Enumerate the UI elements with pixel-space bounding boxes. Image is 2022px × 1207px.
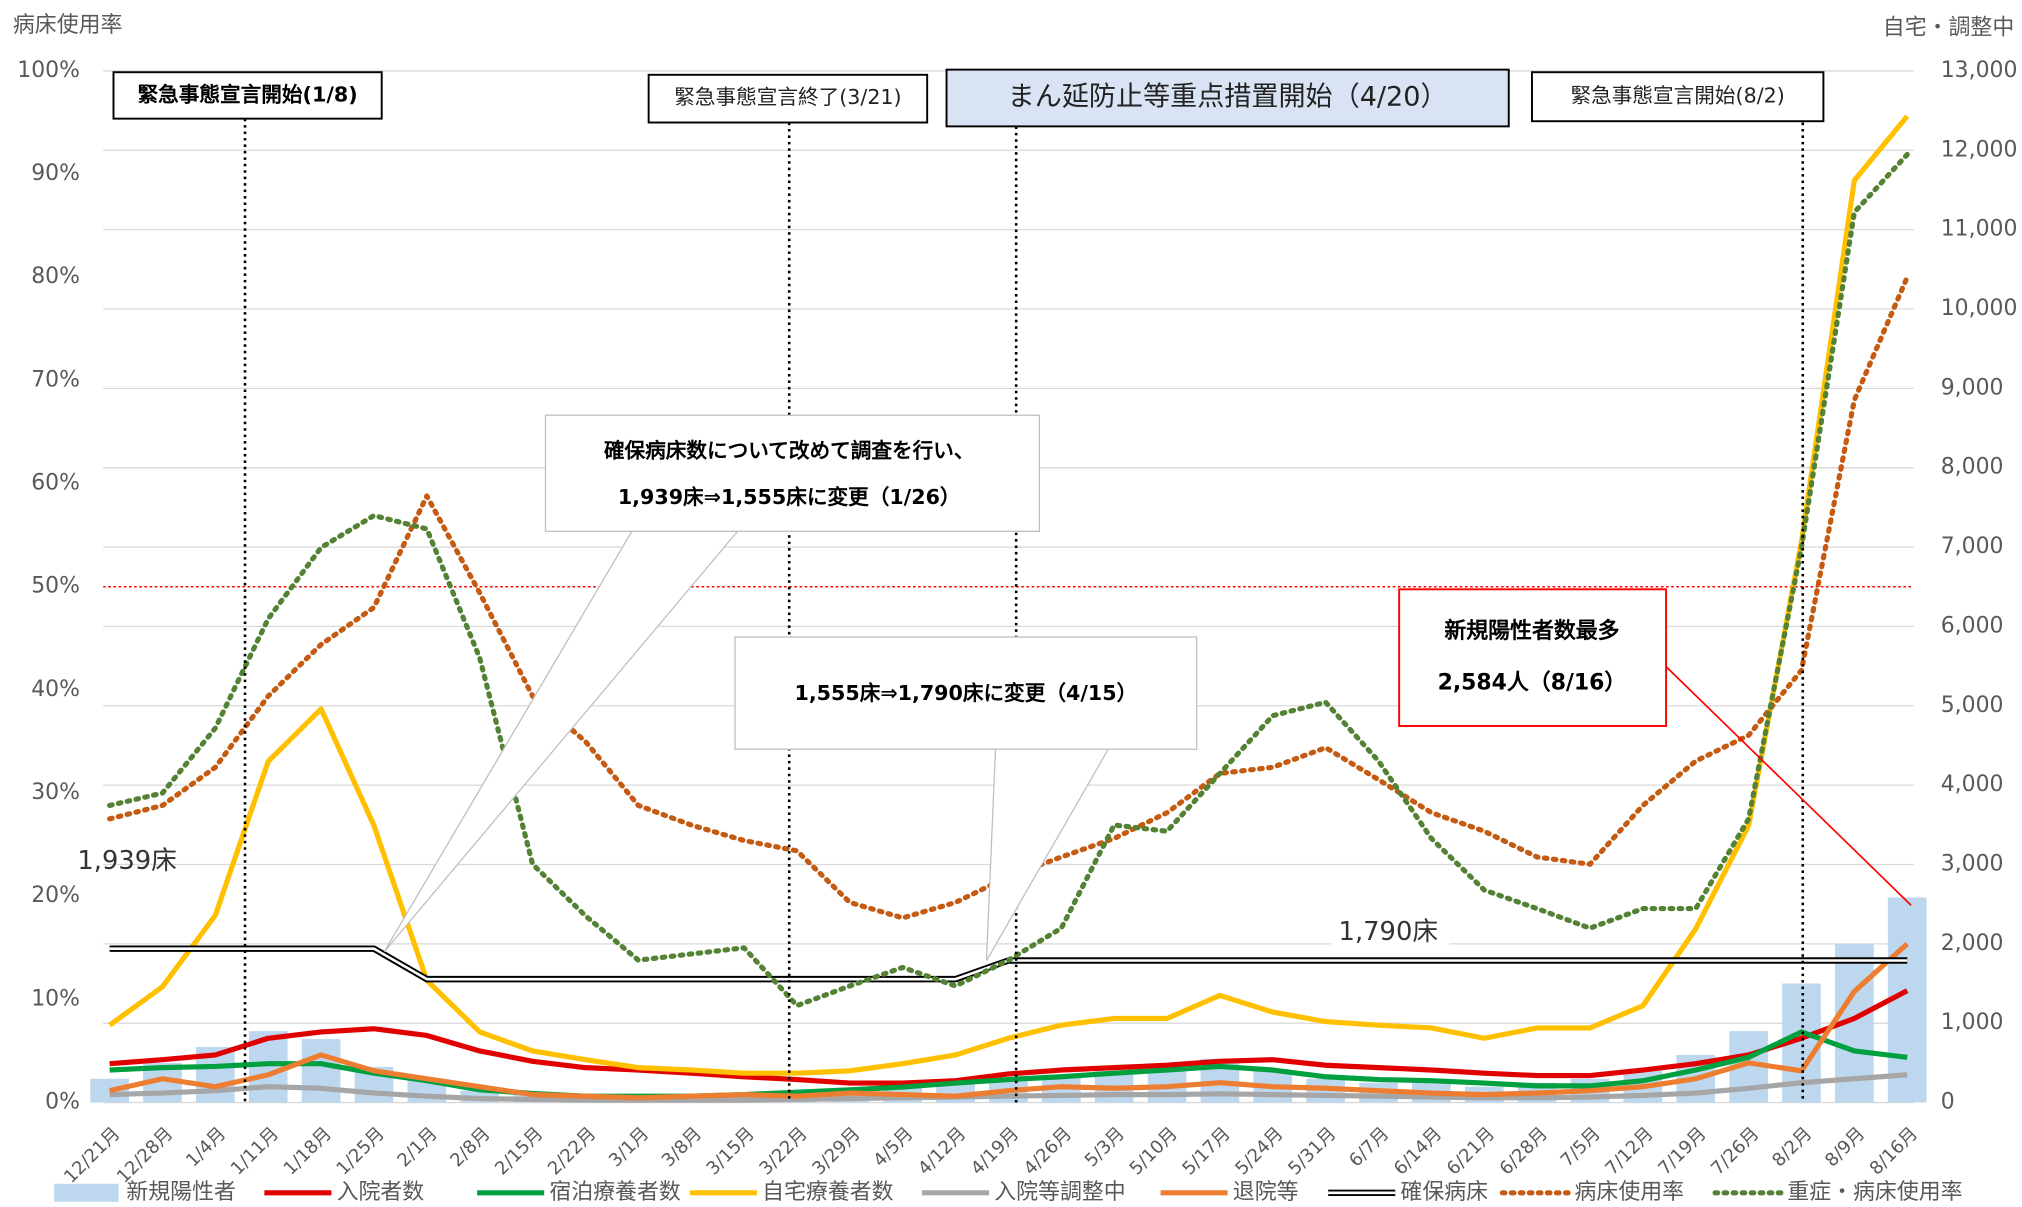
legend-label: 病床使用率 bbox=[1575, 1180, 1685, 1205]
series-line bbox=[109, 941, 1909, 1101]
series-line bbox=[109, 1072, 1908, 1103]
legend-label: 宿泊療養者数 bbox=[549, 1180, 681, 1205]
y-tick-label: 20% bbox=[31, 883, 80, 908]
y2-tick-label: 10,000 bbox=[1941, 296, 2018, 321]
y-tick-label: 0% bbox=[45, 1090, 80, 1115]
y2-axis-title: 自宅・調整中 bbox=[1883, 15, 2014, 40]
y-tick-label: 80% bbox=[31, 264, 80, 289]
legend-label: 重症・病床使用率 bbox=[1787, 1180, 1962, 1205]
y-tick-label: 10% bbox=[31, 986, 80, 1011]
lines bbox=[107, 114, 1910, 1103]
y-tick-label: 70% bbox=[31, 367, 80, 392]
event-label: 緊急事態宣言終了(3/21) bbox=[674, 85, 901, 109]
y2-tick-label: 5,000 bbox=[1941, 693, 2004, 718]
beds-label: 1,939床 bbox=[77, 846, 177, 876]
bar bbox=[301, 1039, 341, 1103]
callout-box bbox=[544, 414, 1041, 532]
y2-tick-label: 7,000 bbox=[1941, 534, 2004, 559]
legend-label: 確保病床 bbox=[1400, 1180, 1488, 1205]
annotations: 緊急事態宣言開始(1/8) 緊急事態宣言終了(3/21) まん延防止等重点措置開… bbox=[77, 68, 1912, 962]
y-tick-label: 50% bbox=[31, 574, 80, 599]
event-box bbox=[1531, 71, 1825, 123]
series-line bbox=[107, 151, 1910, 1009]
y2-tick-label: 4,000 bbox=[1941, 772, 2004, 797]
legend-label: 自宅療養者数 bbox=[762, 1180, 894, 1205]
max-pointer bbox=[1662, 663, 1912, 906]
y2-tick-label: 11,000 bbox=[1941, 217, 2018, 242]
y-tick-label: 60% bbox=[31, 471, 80, 496]
series-line bbox=[108, 114, 1910, 1076]
y-tick-label: 30% bbox=[31, 780, 80, 805]
legend: 新規陽性者 入院者数 宿泊療養者数 自宅療養者数 入院等調整中 退院等 確保病床 病床使用率 重… bbox=[54, 1180, 1963, 1205]
legend-label: 新規陽性者 bbox=[126, 1180, 236, 1205]
y2-tick-label: 8,000 bbox=[1941, 455, 2004, 480]
y-tick-label: 90% bbox=[31, 161, 80, 186]
y2-tick-label: 2,000 bbox=[1941, 931, 2004, 956]
callout-text: 1,555床⇒1,790床に変更（4/15） bbox=[794, 681, 1137, 705]
max-box bbox=[1398, 588, 1668, 727]
series-line bbox=[109, 988, 1909, 1086]
y2-tick-label: 12,000 bbox=[1941, 137, 2018, 162]
legend-label: 退院等 bbox=[1233, 1180, 1299, 1205]
event-box bbox=[647, 73, 929, 124]
y2-tick-label: 13,000 bbox=[1941, 58, 2018, 83]
event-lines bbox=[243, 118, 1805, 1103]
event-label: まん延防止等重点措置開始（4/20） bbox=[1008, 82, 1448, 113]
event-box bbox=[112, 71, 383, 120]
y-axis-title: 病床使用率 bbox=[13, 13, 123, 38]
legend-swatch bbox=[54, 1183, 119, 1202]
event-label: 緊急事態宣言開始(1/8) bbox=[138, 82, 358, 106]
y2-tick-label: 3,000 bbox=[1941, 851, 2004, 876]
label-bg bbox=[1330, 912, 1450, 950]
beds-label: 1,790床 bbox=[1339, 917, 1439, 947]
y2-tick-label: 9,000 bbox=[1941, 375, 2004, 400]
callout-text: 1,939床⇒1,555床に変更（1/26） bbox=[618, 485, 961, 509]
y2-tick-label: 0 bbox=[1941, 1090, 1955, 1115]
y-tick-label: 40% bbox=[31, 677, 80, 702]
callout-text: 確保病床数について改めて調査を行い、 bbox=[604, 438, 975, 462]
callout-box bbox=[734, 636, 1198, 750]
y-tick-label: 100% bbox=[17, 58, 80, 83]
y2-tick-label: 6,000 bbox=[1941, 613, 2004, 638]
legend-label: 入院者数 bbox=[337, 1180, 425, 1205]
event-label: 緊急事態宣言開始(8/2) bbox=[1571, 84, 1785, 108]
max-text: 2,584人（8/16） bbox=[1438, 670, 1627, 695]
bar bbox=[90, 1078, 129, 1103]
legend-label: 入院等調整中 bbox=[994, 1180, 1125, 1205]
y2-tick-label: 1,000 bbox=[1941, 1010, 2004, 1035]
max-text: 新規陽性者数最多 bbox=[1444, 618, 1619, 644]
event-box bbox=[945, 68, 1510, 128]
